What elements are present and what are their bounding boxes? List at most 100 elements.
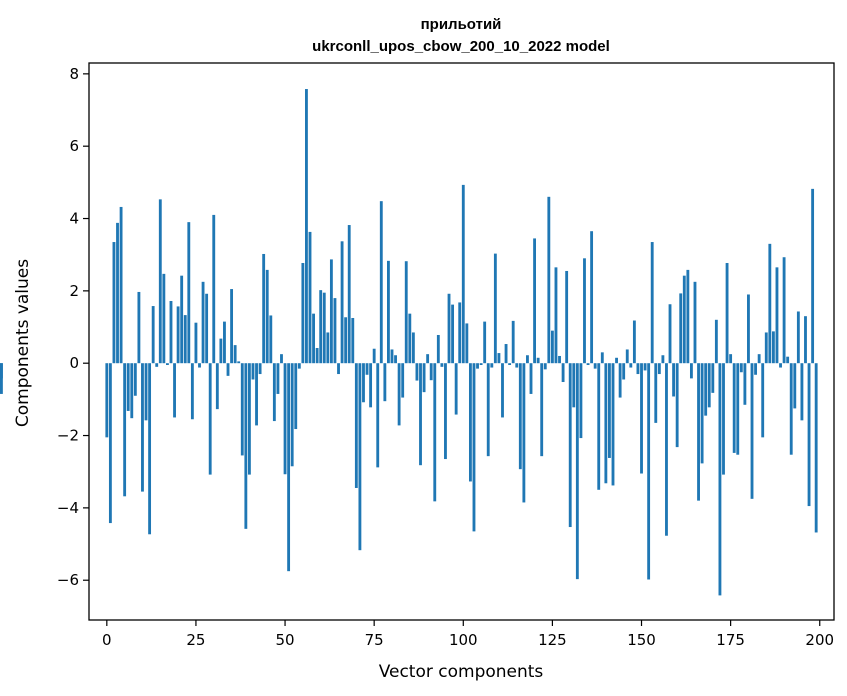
bar: [326, 332, 330, 364]
bar: [258, 363, 262, 375]
bar: [529, 363, 533, 394]
bar-series: [0, 89, 818, 596]
bar: [126, 363, 130, 411]
bar: [468, 363, 472, 482]
bar: [205, 293, 209, 364]
bar: [497, 353, 501, 364]
bar: [447, 293, 451, 364]
bar: [804, 316, 807, 364]
bar: [290, 363, 294, 467]
bar: [387, 260, 390, 364]
bar: [486, 363, 490, 457]
bar: [650, 242, 654, 364]
bar: [707, 363, 711, 408]
bar: [515, 363, 519, 368]
bar: [208, 363, 212, 475]
bar: [704, 363, 708, 416]
bar: [575, 363, 579, 580]
bar: [422, 363, 426, 393]
bar: [622, 363, 626, 380]
bar: [383, 363, 387, 402]
bar: [526, 355, 529, 364]
bar: [647, 363, 651, 580]
bar: [796, 311, 800, 364]
bar: [265, 269, 269, 364]
bar: [112, 242, 116, 364]
bar: [369, 363, 373, 408]
bar: [0, 363, 3, 379]
bar: [276, 363, 280, 394]
bar: [700, 363, 704, 464]
chart-title: прильотий: [421, 16, 502, 33]
bar: [105, 363, 109, 438]
bar: [379, 201, 383, 364]
bar: [483, 321, 487, 364]
bar: [722, 363, 725, 475]
bar: [322, 292, 326, 364]
bar: [237, 361, 241, 364]
bar: [247, 363, 251, 475]
bar: [565, 270, 569, 364]
bar: [180, 275, 184, 364]
bar: [151, 306, 155, 364]
bar: [689, 363, 693, 379]
bar: [162, 273, 166, 364]
bar: [158, 199, 162, 364]
bar: [190, 363, 194, 420]
bar: [668, 304, 672, 364]
bar: [116, 222, 119, 364]
bar: [269, 315, 273, 364]
bar: [725, 263, 729, 364]
x-axis-ticks: 0 25 50 75 100 125 150 175 200: [102, 620, 834, 649]
bar: [501, 363, 504, 418]
bar: [511, 320, 515, 364]
bar: [697, 363, 700, 501]
x-tick-label: 200: [805, 631, 834, 649]
bar: [814, 363, 818, 533]
chart-subtitle: ukrconll_upos_cbow_200_10_2022 model: [312, 38, 610, 55]
y-tick-label: 8: [69, 65, 79, 83]
bar: [215, 363, 219, 410]
bar: [337, 363, 340, 375]
bar: [572, 363, 576, 408]
y-axis-label: Components values: [13, 259, 33, 427]
bar: [615, 357, 618, 364]
bar: [141, 363, 144, 492]
bar: [561, 363, 565, 383]
bar: [333, 298, 337, 364]
bar: [319, 290, 323, 364]
bar: [600, 352, 604, 364]
bar: [775, 267, 779, 364]
bar: [130, 363, 134, 419]
x-tick-label: 50: [276, 631, 295, 649]
bar: [315, 348, 319, 364]
bar: [372, 348, 376, 364]
y-tick-label: 6: [69, 137, 79, 155]
bar: [640, 363, 643, 474]
bar: [558, 355, 561, 364]
bar: [682, 275, 686, 364]
bar: [661, 355, 665, 364]
bar: [119, 206, 123, 364]
x-tick-label: 175: [716, 631, 745, 649]
bar: [201, 281, 205, 364]
x-tick-label: 125: [538, 631, 567, 649]
bar: [629, 363, 633, 368]
y-tick-label: −2: [57, 427, 79, 445]
bar: [811, 188, 815, 364]
bar: [807, 363, 811, 507]
bar: [166, 363, 169, 366]
bar: [362, 363, 365, 403]
bar: [408, 313, 412, 364]
bar: [493, 253, 497, 364]
bar: [679, 293, 683, 364]
y-tick-label: 2: [69, 282, 79, 300]
bar: [108, 363, 112, 524]
bar: [750, 363, 754, 499]
bar: [312, 313, 315, 364]
bar: [173, 363, 176, 418]
bar: [643, 363, 647, 371]
bar: [636, 363, 640, 375]
bar: [347, 225, 351, 364]
